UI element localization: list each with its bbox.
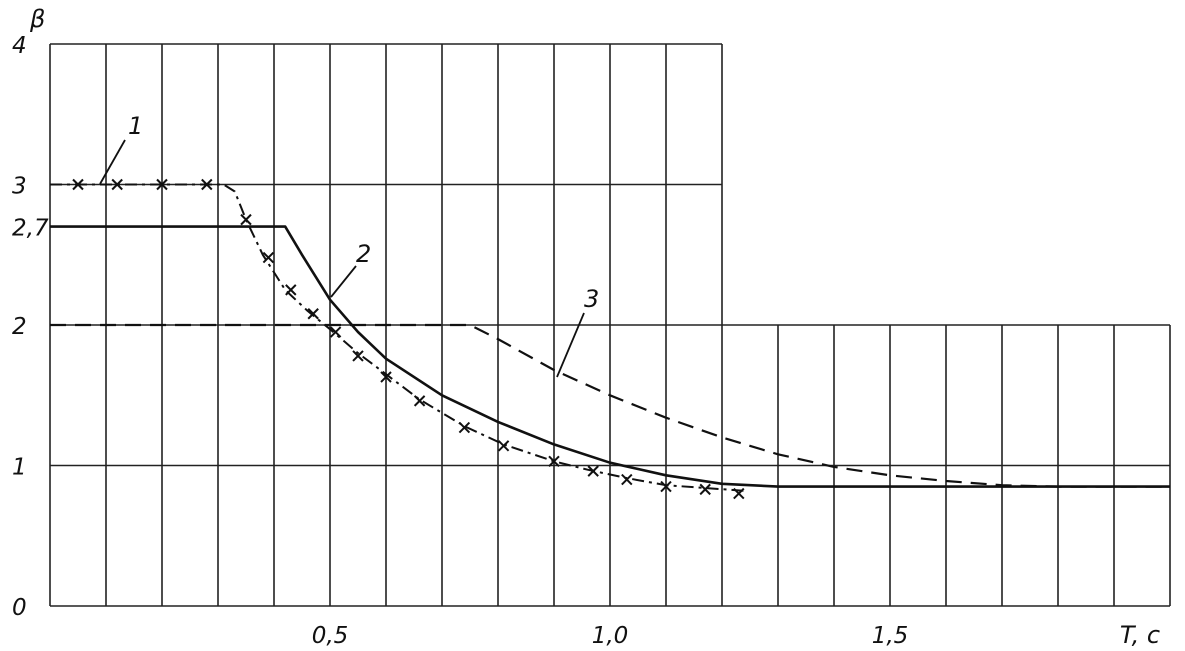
data-point-x-marker	[262, 251, 275, 264]
data-point-x-marker	[329, 326, 342, 338]
data-point-x-marker	[458, 421, 471, 434]
annotation-label-3: 3	[584, 285, 599, 313]
x-tick-label: 1,5	[872, 623, 909, 649]
data-point-x-marker	[548, 455, 560, 467]
annotation-label-1: 1	[128, 112, 143, 140]
data-point-x-marker	[699, 483, 711, 496]
chart-tick-labels: 0 1 2 2,7 3 4 0,5 1,0 1,5	[12, 33, 908, 649]
y-tick-label: 2,7	[12, 216, 49, 242]
data-point-x-marker	[587, 465, 599, 477]
data-point-x-marker	[201, 178, 213, 191]
data-point-x-marker	[72, 178, 84, 191]
y-tick-label: 0	[12, 595, 27, 621]
data-point-x-marker	[240, 213, 252, 226]
annotation-label-2: 2	[356, 240, 371, 268]
chart-series-lines	[50, 183, 1170, 492]
series-3-line	[50, 323, 1170, 488]
y-tick-label: 4	[12, 33, 27, 59]
y-tick-label: 3	[12, 174, 27, 200]
data-point-x-marker	[285, 284, 297, 296]
data-point-x-marker	[307, 308, 319, 320]
data-point-x-marker	[111, 178, 123, 191]
data-point-x-marker	[380, 371, 392, 383]
annotation-leader-2	[330, 265, 357, 298]
data-point-x-marker	[497, 440, 510, 452]
series-2-line	[50, 225, 1170, 488]
x-tick-label: 1,0	[592, 623, 629, 649]
annotation-leader-3	[556, 312, 585, 378]
data-point-x-marker	[156, 178, 168, 191]
series-1-line	[50, 183, 745, 492]
data-point-x-marker	[352, 350, 364, 362]
data-point-x-marker	[621, 473, 633, 486]
chart-markers	[72, 178, 745, 500]
annotation-leader-1	[99, 139, 126, 185]
data-point-x-marker	[733, 487, 745, 500]
y-tick-label: 1	[12, 455, 27, 481]
x-axis-label: T, c	[1120, 621, 1160, 649]
data-point-x-marker	[660, 480, 672, 493]
chart-annotations: 1 2 3	[99, 112, 599, 378]
y-axis-label: β	[29, 5, 45, 33]
data-point-x-marker	[413, 395, 426, 407]
x-tick-label: 0,5	[312, 623, 349, 649]
y-tick-label: 2	[12, 314, 27, 340]
chart-grid	[49, 43, 1171, 607]
